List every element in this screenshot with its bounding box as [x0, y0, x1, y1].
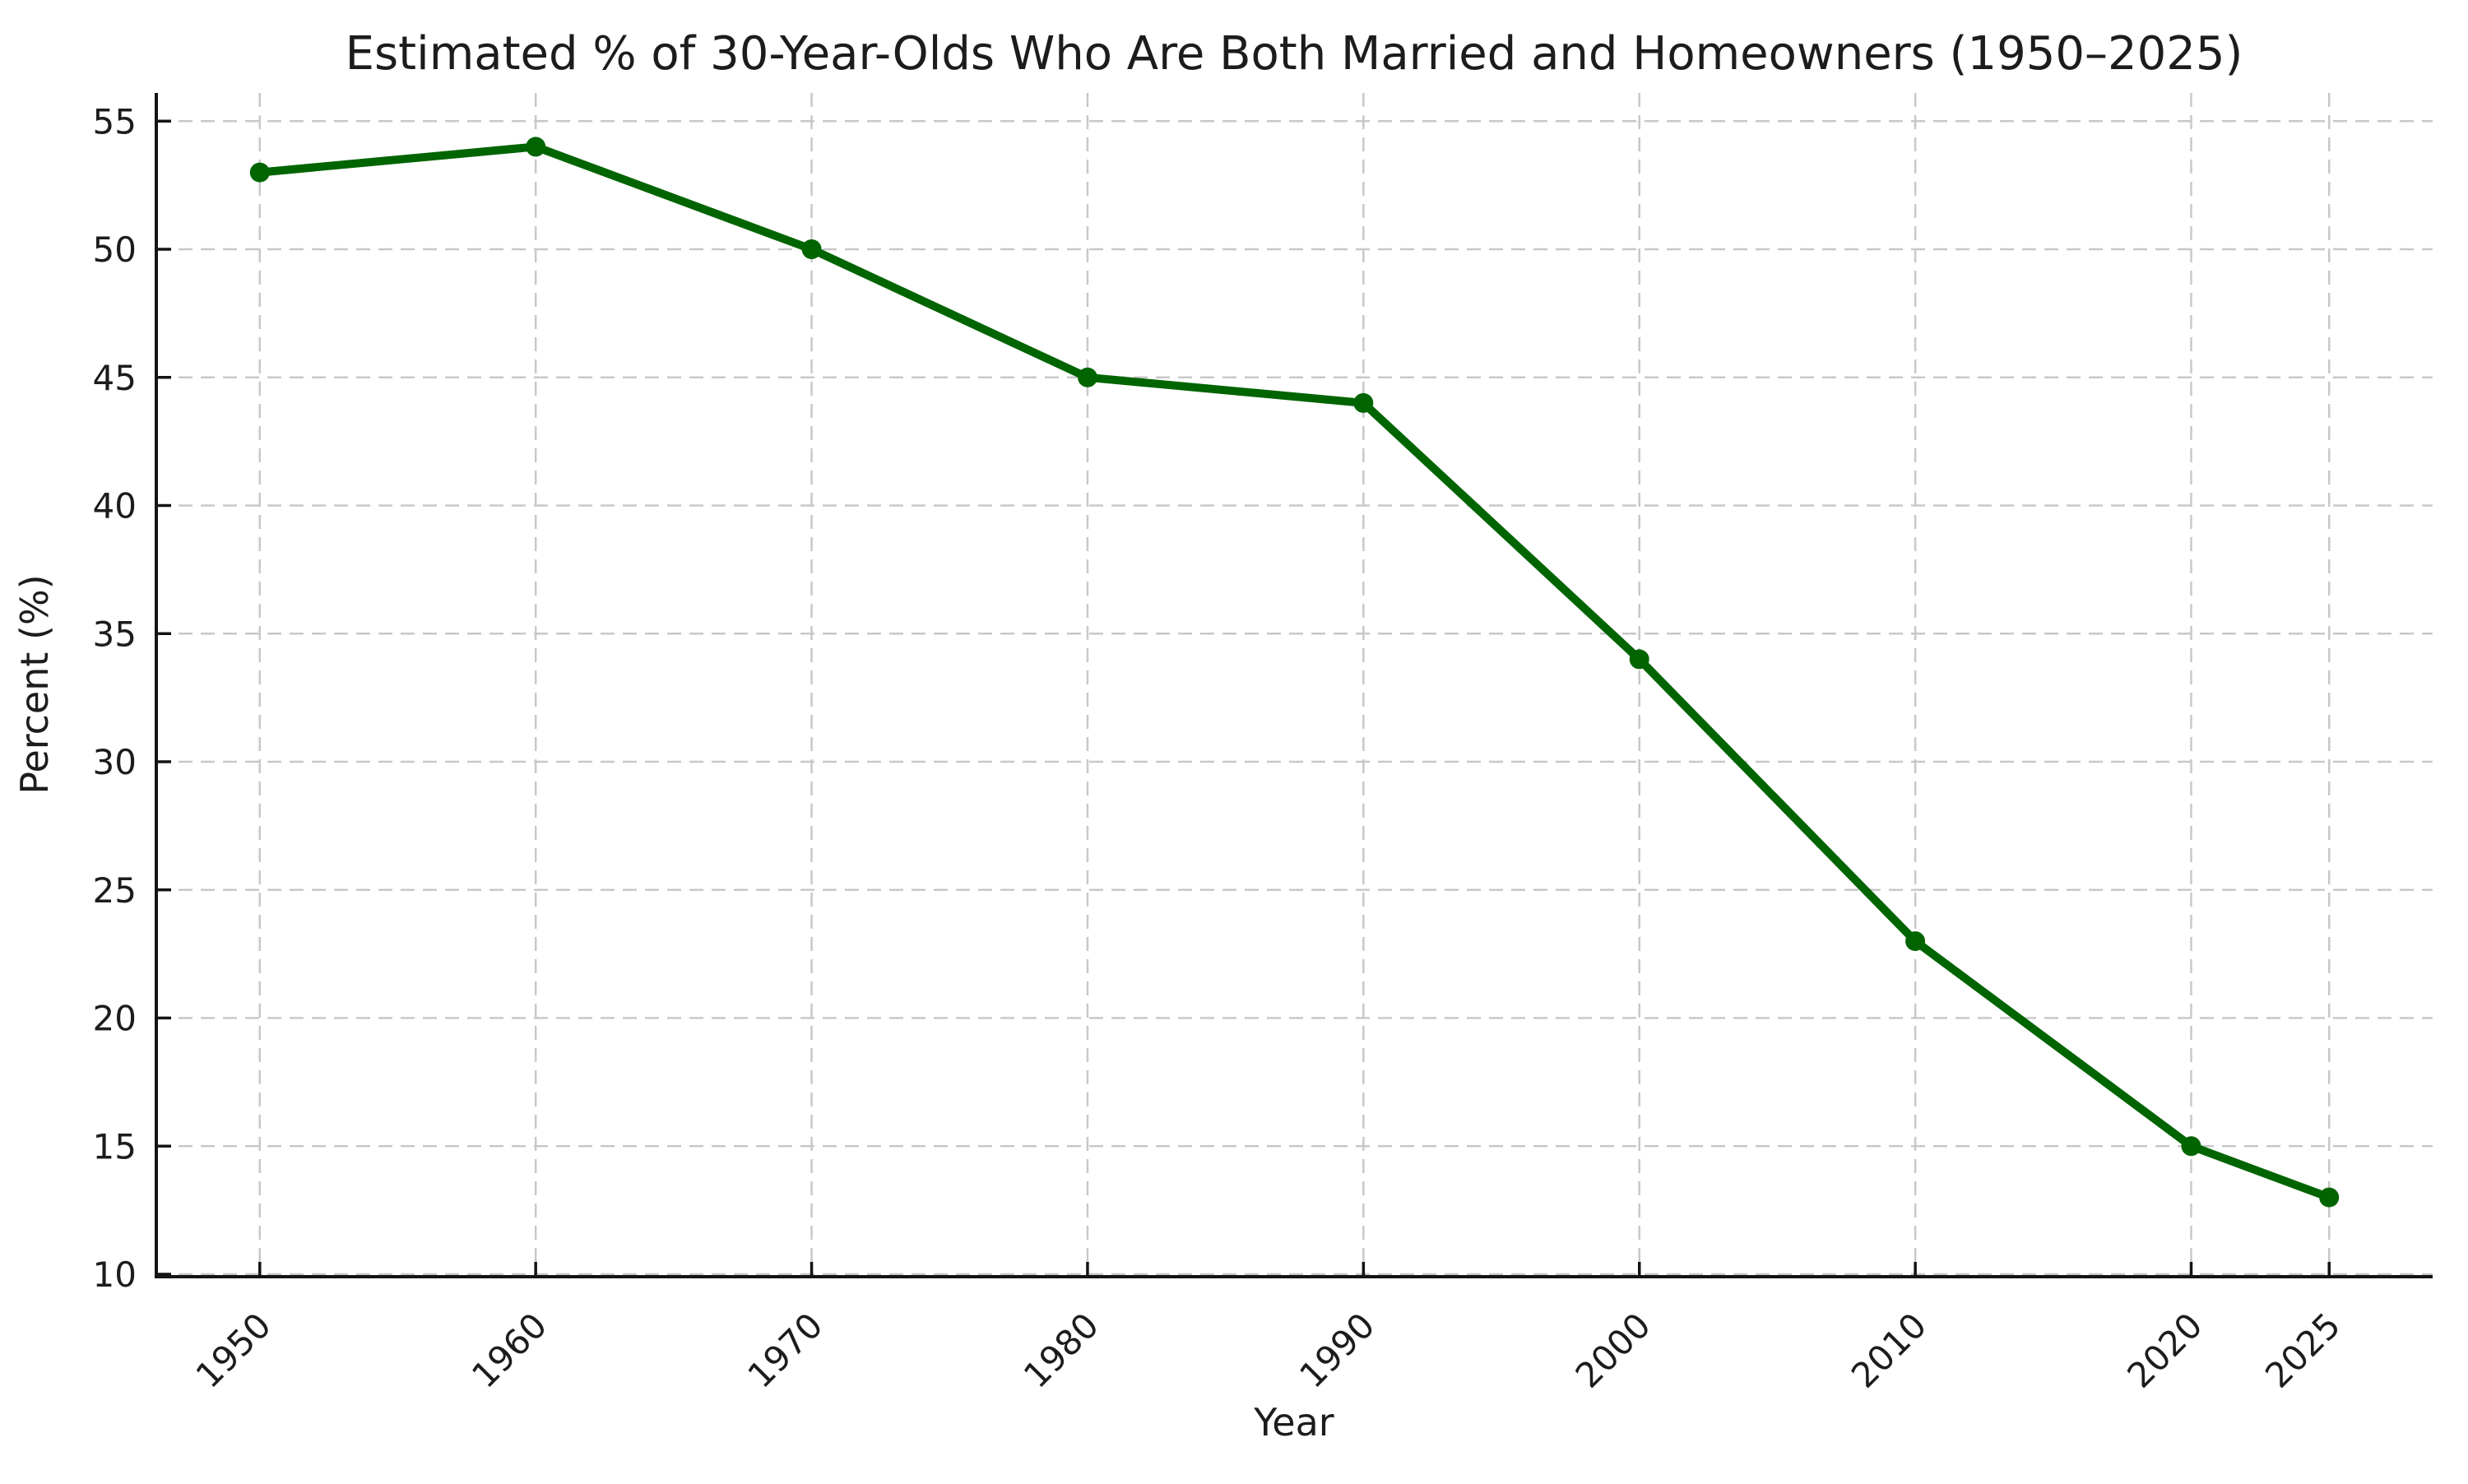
gridlines-group [156, 93, 2433, 1276]
x-tick-label: 2025 [2257, 1305, 2348, 1395]
y-tick-label: 50 [93, 230, 137, 270]
y-tick-label: 40 [93, 486, 137, 526]
y-tick-label: 35 [93, 614, 137, 654]
y-tick-label: 20 [93, 999, 137, 1039]
y-tick-label: 30 [93, 742, 137, 782]
data-point [2181, 1136, 2201, 1157]
series-group [249, 137, 2340, 1208]
data-point [249, 162, 270, 183]
y-axis-label: Percent (%) [12, 574, 57, 794]
x-tick-label: 1990 [1292, 1305, 1382, 1395]
x-tick-label: 1980 [1016, 1305, 1106, 1395]
x-tick-label: 2000 [1568, 1305, 1658, 1395]
x-tick-label: 1970 [740, 1305, 830, 1395]
y-tick-label: 55 [93, 101, 137, 141]
data-point [2319, 1187, 2340, 1208]
x-tick-label: 2010 [1844, 1305, 1934, 1395]
data-point [1905, 931, 1926, 952]
data-point [801, 239, 822, 259]
x-tick-label: 2020 [2119, 1305, 2210, 1395]
x-tick-label: 1950 [188, 1305, 279, 1395]
data-point [1629, 649, 1649, 670]
y-tick-label: 15 [93, 1126, 137, 1166]
y-tick-label: 45 [93, 358, 137, 398]
line-series [255, 142, 2334, 1202]
axes-group [155, 93, 2433, 1278]
x-axis-label: Year [1253, 1400, 1334, 1445]
data-point [526, 137, 546, 157]
y-tick-label: 25 [93, 870, 137, 911]
x-tick-label: 1960 [464, 1305, 554, 1395]
chart-title: Estimated % of 30-Year-Olds Who Are Both… [346, 27, 2243, 81]
y-tick-label: 10 [93, 1254, 137, 1295]
data-point [1078, 367, 1097, 387]
data-point [1353, 392, 1374, 413]
